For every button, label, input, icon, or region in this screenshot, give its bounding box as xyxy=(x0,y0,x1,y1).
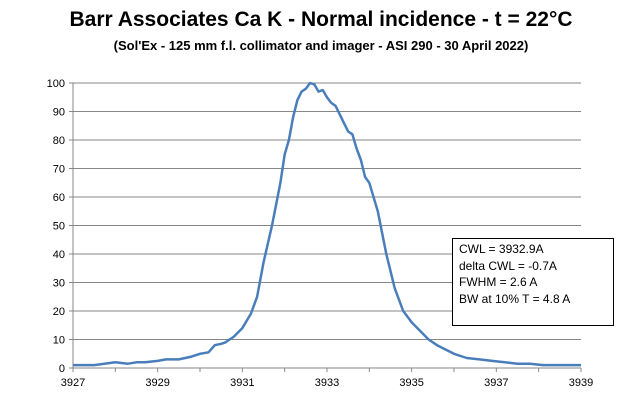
tick-label-x-3935: 3935 xyxy=(399,377,423,389)
annotation-box: CWL = 3932.9A delta CWL = -0.7A FWHM = 2… xyxy=(452,238,614,326)
chart-title: Barr Associates Ca K - Normal incidence … xyxy=(69,8,573,31)
tick-label-y-80: 80 xyxy=(53,135,65,147)
tick-label-y-10: 10 xyxy=(53,335,65,347)
tick-label-y-100: 100 xyxy=(47,78,65,90)
tick-label-x-3927: 3927 xyxy=(61,377,85,389)
series-line-transmission xyxy=(73,81,581,367)
tick-label-y-0: 0 xyxy=(59,363,65,375)
tick-label-y-60: 60 xyxy=(53,192,65,204)
annotation-fwhm: FWHM = 2.6 A xyxy=(459,275,538,289)
tick-label-x-3937: 3937 xyxy=(484,377,508,389)
tick-label-x-3933: 3933 xyxy=(315,377,339,389)
annotation-delta-cwl: delta CWL = -0.7A xyxy=(459,258,557,273)
tick-label-y-90: 90 xyxy=(53,107,65,119)
tick-label-x-3931: 3931 xyxy=(230,377,254,389)
tick-label-y-20: 20 xyxy=(53,306,65,318)
tick-labels: 0 10 20 30 40 50 60 70 80 90 100 3927 3929 3931 3933 39… xyxy=(47,78,594,389)
tick-label-x-3939: 3939 xyxy=(569,377,593,389)
series xyxy=(73,81,581,367)
tick-label-x-3929: 3929 xyxy=(145,377,169,389)
tick-label-y-70: 70 xyxy=(53,164,65,176)
tick-label-y-40: 40 xyxy=(53,249,65,261)
tick-label-y-50: 50 xyxy=(53,221,65,233)
annotation-bw: BW at 10% T = 4.8 A xyxy=(459,291,571,306)
chart-subtitle: (Sol'Ex - 125 mm f.l. collimator and ima… xyxy=(113,38,529,53)
axes xyxy=(69,82,582,372)
tick-label-y-30: 30 xyxy=(53,278,65,290)
annotation-cwl: CWL = 3932.9A xyxy=(459,242,544,256)
